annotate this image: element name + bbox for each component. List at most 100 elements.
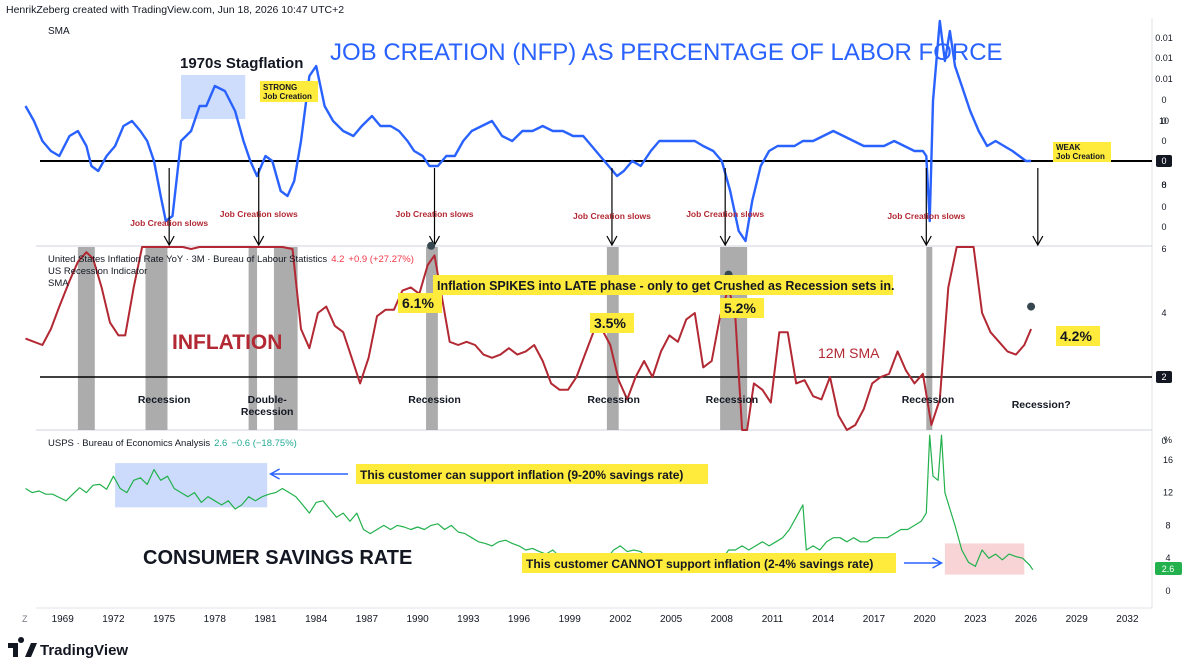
recession-label: Recession bbox=[902, 394, 955, 406]
x-axis-tick: 1981 bbox=[254, 614, 277, 625]
x-axis-tick: 1987 bbox=[356, 614, 379, 625]
panel2-y-tick: 10 bbox=[1159, 116, 1169, 126]
x-axis-tick: 2020 bbox=[913, 614, 936, 625]
peak-label-text: 5.2% bbox=[724, 300, 756, 316]
panel3-y-tick: 0 bbox=[1165, 586, 1170, 596]
job-creation-slows-label: Job Creation slows bbox=[573, 211, 651, 221]
double-recession-label: Recession bbox=[241, 406, 294, 418]
arrow-head bbox=[920, 235, 932, 247]
zero-value-badge: 0 bbox=[1156, 155, 1172, 167]
job-creation-slows-label: Job Creation slows bbox=[887, 211, 965, 221]
arrow-head bbox=[163, 235, 175, 247]
x-axis-tick: 1996 bbox=[508, 614, 531, 625]
panel1-y-tick: 0.01 bbox=[1155, 74, 1173, 84]
recession-indicator-legend: US Recession Indicator bbox=[48, 266, 147, 277]
x-axis-tick: 2011 bbox=[762, 614, 784, 625]
panel3-y-tick: 16 bbox=[1163, 455, 1173, 465]
savings-high-note-bg bbox=[356, 464, 708, 484]
peak-label-bg bbox=[1056, 326, 1100, 346]
panel2-sma-label: SMA bbox=[48, 278, 69, 289]
peak-label-text: 3.5% bbox=[594, 315, 626, 331]
time-axis-settings-corner[interactable]: Z bbox=[22, 614, 28, 624]
recession-label: Recession bbox=[706, 394, 759, 406]
panel3-y-tick: 4 bbox=[1165, 553, 1170, 563]
x-axis-tick: 1972 bbox=[102, 614, 125, 625]
badge-text: 2 bbox=[1161, 372, 1166, 382]
x-axis-tick: 2002 bbox=[609, 614, 632, 625]
inflation-series-value: 4.2 bbox=[331, 254, 344, 265]
job-creation-slows-label: Job Creation slows bbox=[396, 209, 474, 219]
panel1-y-tick: 0.01 bbox=[1155, 53, 1173, 63]
recession-label: Recession bbox=[408, 394, 461, 406]
weak-label-line1: WEAK bbox=[1056, 143, 1081, 152]
x-axis-tick: 1993 bbox=[457, 614, 480, 625]
consumer-savings-title: CONSUMER SAVINGS RATE bbox=[143, 547, 412, 569]
x-axis-tick: 2026 bbox=[1015, 614, 1038, 625]
weak-label-line2: Job Creation bbox=[1056, 152, 1105, 161]
recession-label: Recession bbox=[587, 394, 640, 406]
double-recession-label: Double- bbox=[248, 394, 288, 406]
job-creation-slows-label: Job Creation slows bbox=[686, 209, 764, 219]
badge-text: 0 bbox=[1161, 156, 1166, 166]
x-axis-tick: 2032 bbox=[1116, 614, 1139, 625]
panel1-y-tick: 0 bbox=[1161, 202, 1166, 212]
inflation-spike-note: Inflation SPIKES into LATE phase - only … bbox=[437, 279, 894, 293]
savings-value-badge: 2.6 bbox=[1155, 562, 1182, 575]
job-creation-slows-label: Job Creation slows bbox=[220, 209, 298, 219]
panel1-y-tick: 0 bbox=[1161, 116, 1166, 126]
panel3-y-tick: 12 bbox=[1163, 488, 1173, 498]
panel1-y-tick: 0 bbox=[1161, 136, 1166, 146]
panel1-sma-label: SMA bbox=[48, 26, 70, 37]
panel1-y-tick: 0.01 bbox=[1155, 33, 1173, 43]
peak-label-text: 6.1% bbox=[402, 295, 434, 311]
x-axis-tick: 1990 bbox=[406, 614, 429, 625]
badge-text: 2.6 bbox=[1162, 564, 1175, 574]
peak-label-bg bbox=[398, 293, 442, 313]
job-creation-slows-label: Job Creation slows bbox=[130, 218, 208, 228]
recession-bar bbox=[426, 247, 438, 430]
panel3-y-tick: 8 bbox=[1165, 520, 1170, 530]
panel1-y-tick: 0 bbox=[1161, 95, 1166, 105]
inflation-peak-point bbox=[1027, 302, 1036, 311]
arrow-head bbox=[269, 468, 280, 480]
inflation-peak-label: 3.5% bbox=[590, 313, 634, 333]
recession-bar bbox=[273, 247, 298, 430]
peak-label-text: 4.2% bbox=[1060, 328, 1092, 344]
recession-question-label: Recession? bbox=[1012, 399, 1071, 411]
low-savings-range-box bbox=[944, 543, 1025, 575]
panel2-y-tick: 8 bbox=[1161, 180, 1166, 190]
x-axis-tick: 1984 bbox=[305, 614, 328, 625]
x-axis-tick: 1978 bbox=[204, 614, 227, 625]
strong-job-creation-highlight bbox=[260, 81, 318, 102]
strong-label-line2: Job Creation bbox=[263, 92, 312, 101]
arrow-head bbox=[606, 235, 618, 247]
recession-label: Recession bbox=[138, 394, 191, 406]
arrow-head bbox=[253, 235, 265, 247]
savings-rate-line bbox=[25, 434, 1034, 572]
badge-bg bbox=[1156, 371, 1172, 383]
arrow-head bbox=[1032, 235, 1044, 247]
x-axis-tick: 2005 bbox=[660, 614, 683, 625]
inflation-series-change: +0.9 (+27.27%) bbox=[348, 254, 414, 265]
tradingview-logo-icon bbox=[8, 637, 37, 657]
peak-label-bg bbox=[720, 298, 764, 318]
stagflation-label: 1970s Stagflation bbox=[180, 55, 303, 72]
recession-bar bbox=[606, 247, 619, 430]
panel1-y-tick: 0 bbox=[1161, 180, 1166, 190]
arrow-head bbox=[719, 235, 731, 247]
x-axis-tick: 2017 bbox=[863, 614, 886, 625]
tradingview-logo[interactable]: TradingView bbox=[8, 637, 128, 659]
x-axis-tick: 2014 bbox=[812, 614, 835, 625]
x-axis-tick: 1969 bbox=[52, 614, 75, 625]
recession-bar bbox=[926, 247, 933, 430]
strong-label-line1: STRONG bbox=[263, 83, 297, 92]
x-axis-tick: 1975 bbox=[153, 614, 176, 625]
savings-legend-title: USPS · Bureau of Economics Analysis 2.6 −0… bbox=[48, 438, 297, 449]
savings-low-note-bg bbox=[522, 553, 896, 573]
x-axis-tick: 2029 bbox=[1066, 614, 1089, 625]
savings-series-name: USPS · Bureau of Economics Analysis bbox=[48, 438, 210, 449]
savings-series-value: 2.6 bbox=[214, 438, 227, 449]
two-value-badge: 2 bbox=[1156, 371, 1172, 383]
chart-credit: HenrikZeberg created with TradingView.co… bbox=[6, 4, 344, 16]
